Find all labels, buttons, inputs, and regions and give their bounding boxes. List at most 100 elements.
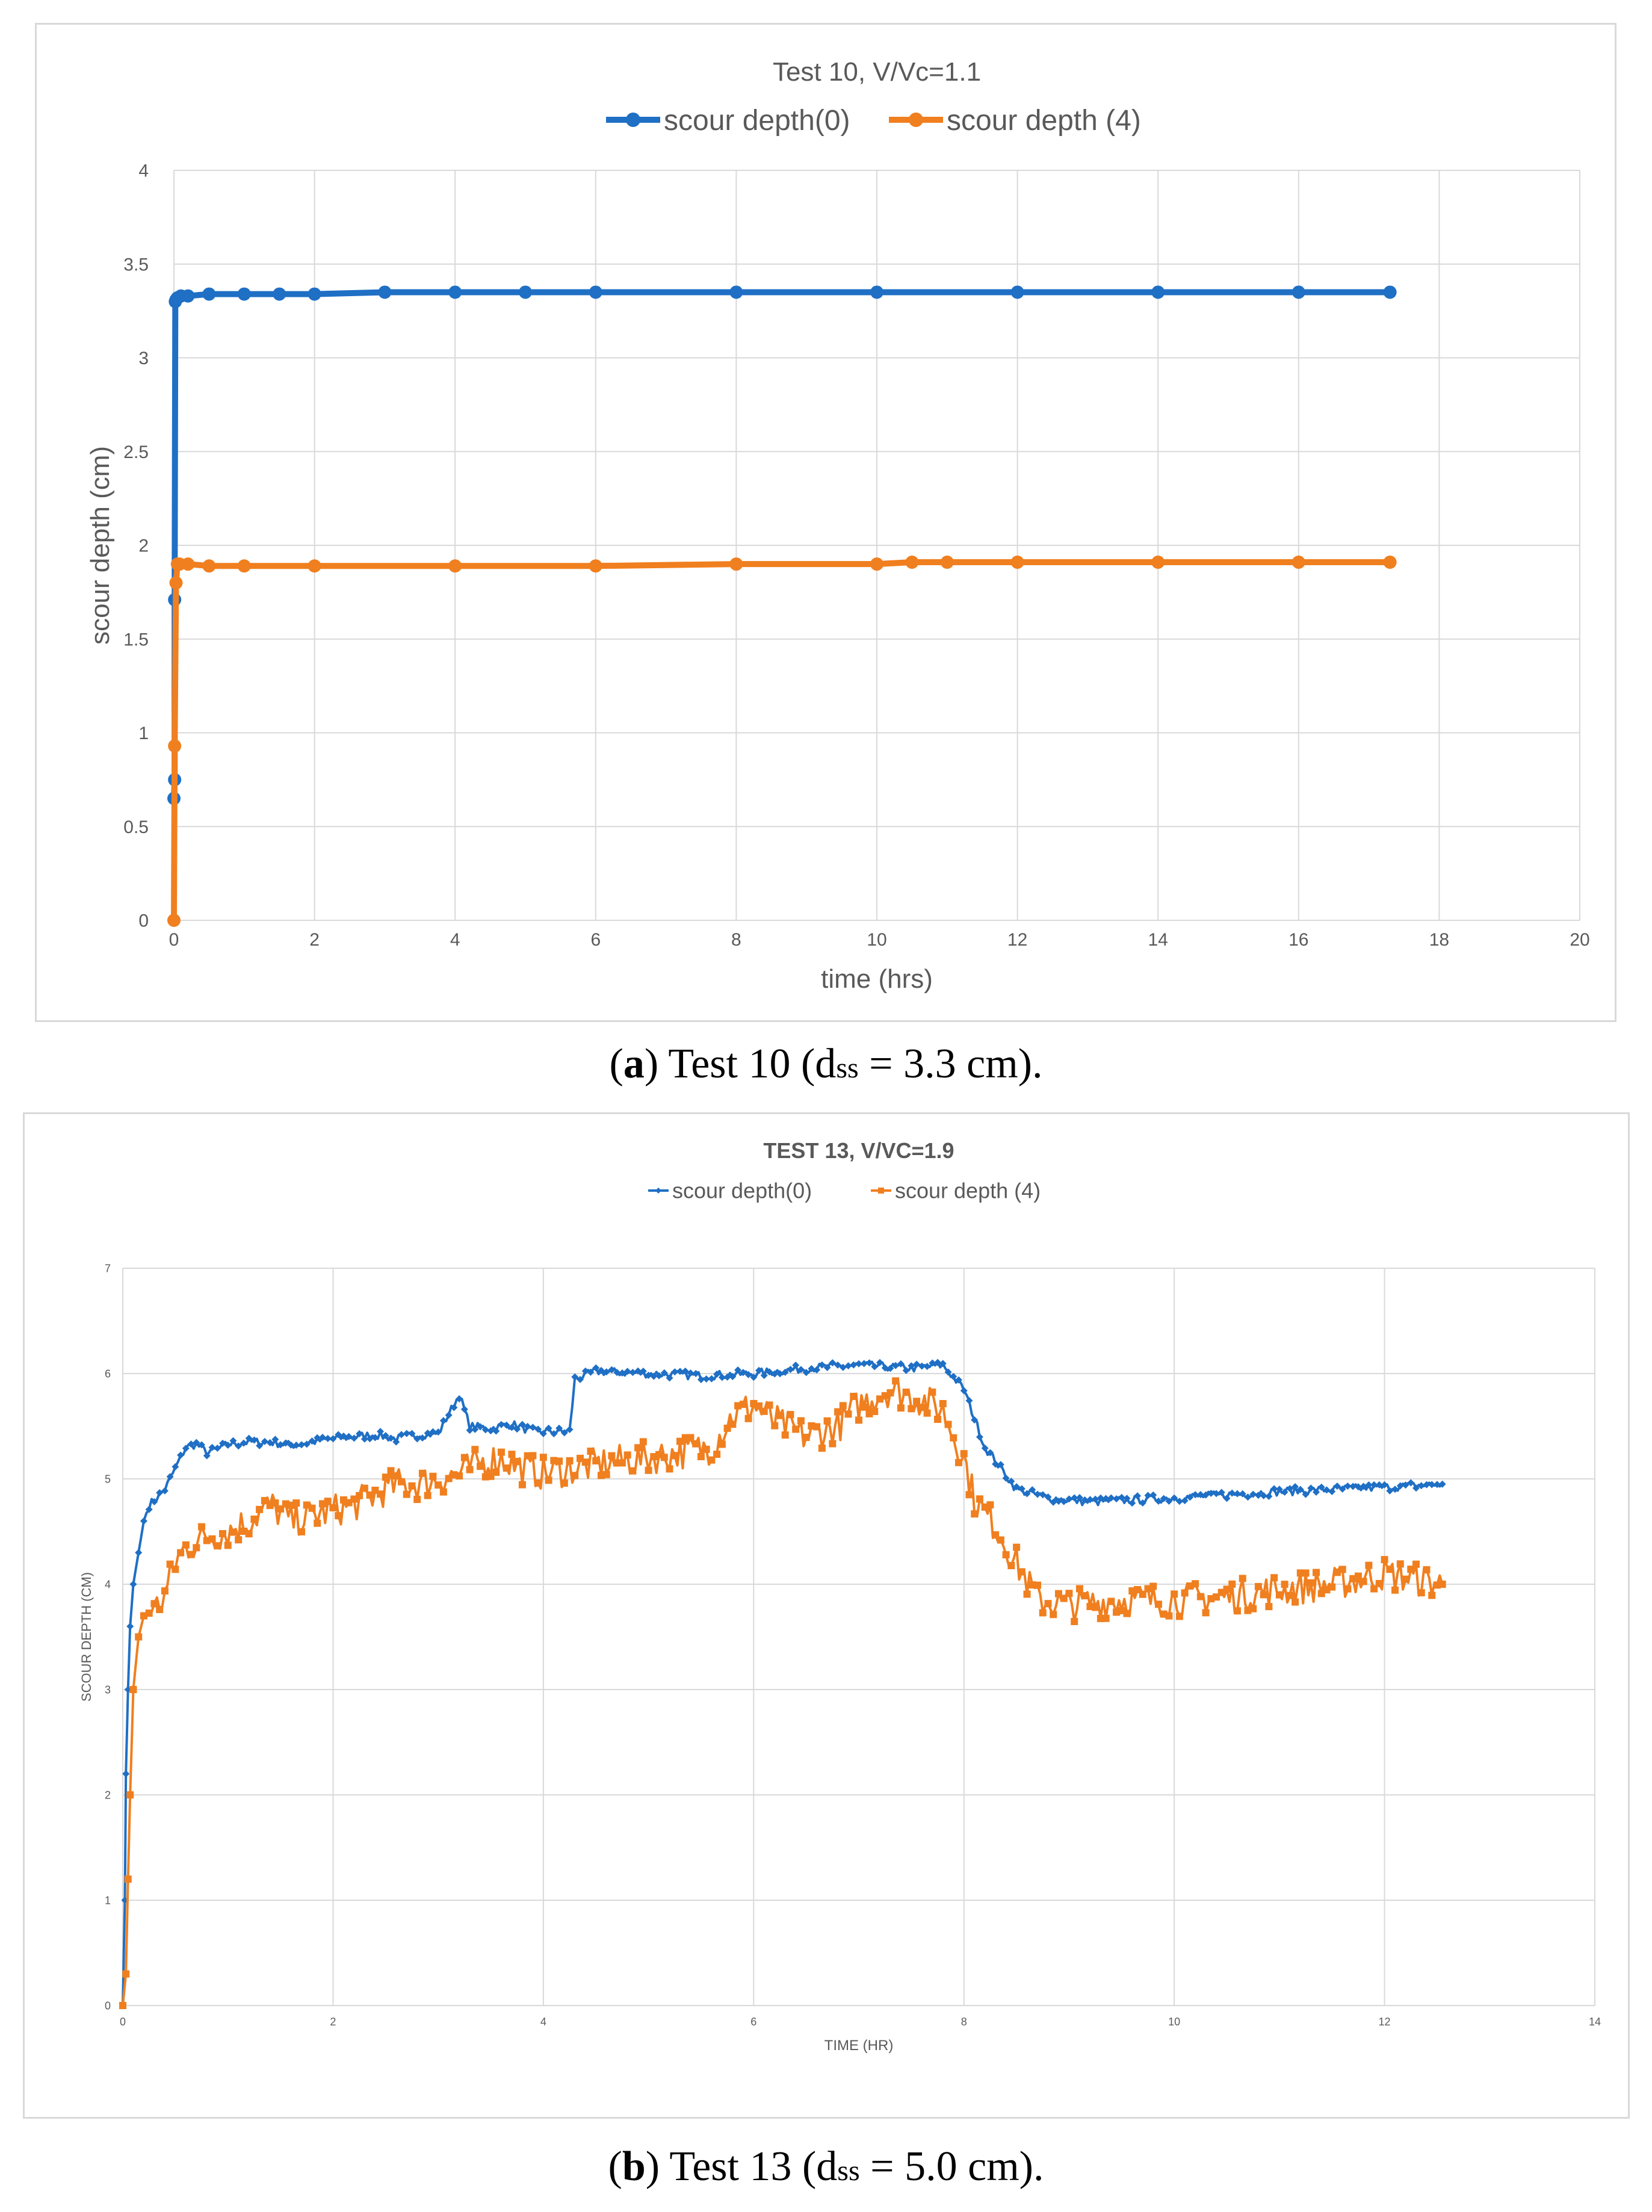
chart-a-point-1-0	[167, 914, 181, 927]
chart-b-point-0-144	[481, 1426, 489, 1434]
chart-b-point-0-266	[802, 1369, 810, 1377]
chart-b-point-0-400	[1154, 1498, 1162, 1505]
chart-b-point-0-350	[1023, 1490, 1031, 1498]
chart-b-point-1-78	[314, 1519, 321, 1527]
chart-b-point-1-110	[397, 1478, 405, 1486]
chart-a-legend: scour depth(0) scour depth (4)	[606, 105, 1141, 137]
chart-b-point-0-286	[855, 1360, 862, 1368]
chart-b-point-0-506	[1433, 1481, 1441, 1489]
chart-b-point-0-28	[177, 1451, 185, 1459]
chart-b-point-0-320	[944, 1368, 952, 1376]
chart-b-point-0-498	[1412, 1484, 1420, 1492]
chart-b-point-1-446	[1281, 1581, 1288, 1588]
chart-b-point-0-56	[250, 1436, 258, 1444]
chart-b-point-1-46	[229, 1528, 237, 1536]
chart-b-point-1-334	[986, 1501, 994, 1509]
chart-a-xtick-14: 14	[1148, 930, 1168, 950]
chart-a-point-0-11	[308, 287, 321, 301]
chart-b-point-1-166	[545, 1476, 552, 1484]
chart-b-point-1-274	[829, 1440, 837, 1448]
chart-a-point-1-16	[1151, 556, 1165, 569]
chart-b-point-1-458	[1313, 1569, 1320, 1576]
caption-b-text: ) Test 13 (d	[645, 2143, 838, 2190]
chart-b-point-1-314	[934, 1416, 942, 1424]
chart-b-point-0-138	[466, 1427, 474, 1434]
chart-a-ytick-2-5: 2.5	[123, 442, 149, 462]
chart-b-point-1-84	[329, 1504, 337, 1511]
chart-b-point-0-54	[245, 1434, 253, 1442]
chart-a-ytick-4: 4	[138, 161, 149, 181]
chart-b-point-1-454	[1302, 1569, 1310, 1577]
chart-b-point-0-484	[1375, 1481, 1383, 1489]
chart-b-point-0-164	[534, 1425, 542, 1433]
chart-b-point-0-336	[986, 1449, 994, 1457]
chart-b-point-0-386	[1118, 1493, 1125, 1501]
chart-a-grid	[173, 170, 1580, 921]
chart-b-point-1-134	[460, 1454, 468, 1461]
chart-b-point-1-122	[429, 1472, 437, 1480]
chart-b-point-1-240	[739, 1401, 747, 1408]
chart-b-point-0-98	[360, 1435, 368, 1443]
chart-b-point-1-70	[292, 1499, 300, 1507]
chart-b-point-0-438	[1254, 1492, 1262, 1499]
chart-b-point-1-476	[1360, 1578, 1367, 1585]
chart-a-ytick-3: 3	[138, 349, 149, 368]
chart-a-point-1-6	[202, 559, 216, 573]
chart-b-point-0-426	[1223, 1495, 1231, 1502]
chart-b-xtick-4: 4	[540, 2016, 546, 2028]
chart-b-point-0-458	[1307, 1484, 1315, 1492]
chart-b-ylabel: SCOUR DEPTH (CM)	[79, 1572, 94, 1702]
chart-a-title: Test 10, V/Vc=1.1	[773, 57, 981, 87]
chart-b-point-0-264	[797, 1366, 805, 1374]
chart-b-point-0-280	[839, 1363, 847, 1371]
chart-b-point-0-380	[1102, 1495, 1110, 1502]
chart-b-point-0-340	[997, 1461, 1004, 1469]
chart-b-xtick-10: 10	[1168, 2016, 1180, 2028]
chart-a-point-0-10	[273, 287, 286, 301]
chart-b-xtick-2: 2	[330, 2016, 336, 2028]
chart-b-point-1-54	[250, 1515, 258, 1523]
chart-b-point-0-100	[366, 1435, 374, 1443]
chart-b-point-0-410	[1181, 1497, 1189, 1505]
chart-b-point-0-260	[787, 1366, 794, 1374]
chart-b-point-0-174	[560, 1429, 568, 1437]
chart-b-xtick-14: 14	[1589, 2016, 1601, 2028]
chart-b-point-1-440	[1265, 1603, 1273, 1611]
chart-b-point-0-196	[618, 1369, 626, 1377]
chart-a-point-0-9	[237, 287, 251, 301]
chart-b-point-0-172	[555, 1424, 563, 1432]
chart-b-point-0-50	[235, 1442, 243, 1450]
chart-b-point-1-198	[629, 1467, 637, 1475]
chart-b-point-1-280	[844, 1410, 852, 1418]
chart-b-point-0-354	[1034, 1490, 1042, 1498]
chart-b-point-0-200	[629, 1369, 637, 1377]
chart-b-point-1-86	[335, 1512, 342, 1520]
chart-b-ytick-6: 6	[105, 1368, 111, 1380]
chart-b-point-1-264	[802, 1434, 810, 1442]
chart-b-legend: scour depth(0) scour depth (4)	[648, 1179, 1041, 1203]
chart-b-point-0-126	[435, 1428, 442, 1436]
chart-b-point-0-234	[718, 1374, 726, 1381]
chart-b-point-1-496	[1412, 1560, 1420, 1568]
chart-b-point-0-124	[429, 1428, 437, 1436]
chart-b-point-0-212	[660, 1369, 668, 1377]
chart-a-xtick-0: 0	[169, 930, 179, 950]
chart-b-point-1-468	[1338, 1566, 1346, 1573]
chart-b-point-0-404	[1165, 1497, 1173, 1505]
chart-a-panel: Test 10, V/Vc=1.1 scour depth(0) scour dep…	[35, 23, 1616, 1022]
caption-b-sub: ss	[837, 2155, 860, 2187]
chart-a-point-0-7	[181, 289, 195, 303]
chart-b-point-0-184	[587, 1368, 595, 1376]
chart-b-point-0-382	[1107, 1494, 1115, 1502]
chart-b-point-0-132	[450, 1404, 458, 1411]
chart-b-point-0-298	[886, 1365, 894, 1372]
chart-a-point-0-17	[870, 285, 883, 299]
chart-b-point-0-190	[602, 1368, 610, 1376]
chart-b-point-1-256	[781, 1431, 789, 1439]
chart-b-legend-label-1: scour depth (4)	[895, 1179, 1041, 1203]
chart-b-point-0-104	[377, 1428, 385, 1436]
chart-b-point-0-166	[539, 1430, 547, 1437]
chart-b-point-1-312	[929, 1388, 936, 1396]
chart-b-point-1-358	[1050, 1611, 1057, 1619]
chart-b-point-1-352	[1034, 1581, 1042, 1589]
